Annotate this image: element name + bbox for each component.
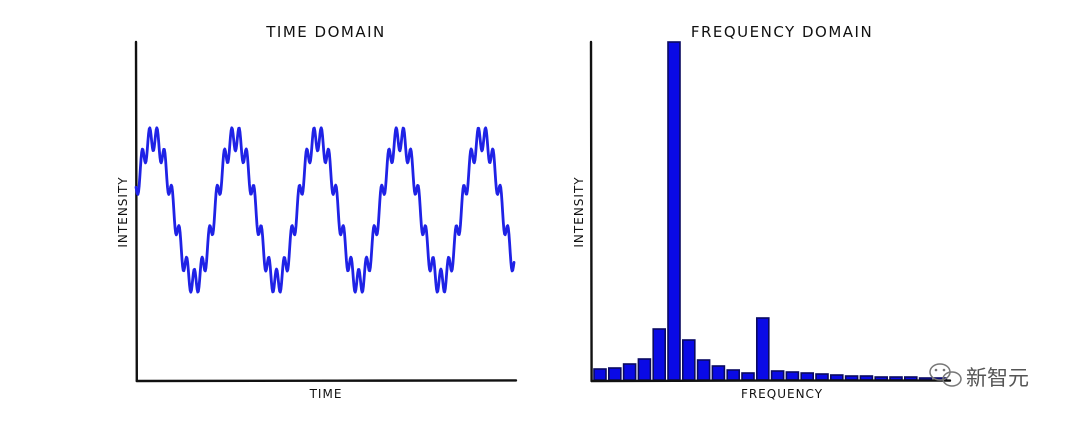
frequency-bar: [726, 369, 741, 381]
frequency-bar: [637, 358, 652, 381]
frequency-bar: [741, 372, 755, 381]
frequency-chart-title: FREQUENCY DOMAIN: [691, 23, 873, 41]
frequency-y-axis-label: INTENSITY: [572, 176, 586, 247]
frequency-bar: [622, 363, 637, 381]
frequency-bar: [593, 368, 607, 381]
frequency-bar: [667, 41, 681, 381]
frequency-bar: [696, 359, 711, 381]
frequency-bar: [844, 375, 859, 381]
time-y-axis: [134, 40, 138, 383]
frequency-bar: [859, 375, 874, 381]
frequency-y-axis: [589, 40, 593, 383]
frequency-bar: [800, 372, 815, 381]
frequency-bar: [652, 328, 667, 381]
time-x-axis-label: TIME: [309, 387, 343, 401]
frequency-bar: [755, 317, 770, 381]
frequency-bar: [815, 373, 829, 381]
frequency-bars: [593, 41, 948, 381]
frequency-x-axis-label: FREQUENCY: [741, 387, 823, 401]
frequency-bar: [607, 367, 622, 381]
frequency-bar: [829, 374, 844, 381]
time-chart-title: TIME DOMAIN: [265, 23, 385, 41]
watermark: 新智元: [929, 363, 1029, 390]
time-domain-chart: TIME DOMAIN TIME INTENSITY: [116, 23, 518, 401]
watermark-text: 新智元: [966, 366, 1029, 390]
time-y-axis-label: INTENSITY: [116, 176, 130, 247]
frequency-bar: [770, 370, 785, 381]
time-series-line: [134, 126, 516, 294]
wechat-icon: [929, 363, 962, 387]
frequency-domain-chart: FREQUENCY DOMAIN FREQUENCY INTENSITY: [572, 23, 952, 401]
time-x-axis: [135, 379, 518, 383]
frequency-bar: [785, 371, 800, 381]
frequency-bar: [711, 365, 726, 381]
frequency-bar: [681, 339, 696, 381]
